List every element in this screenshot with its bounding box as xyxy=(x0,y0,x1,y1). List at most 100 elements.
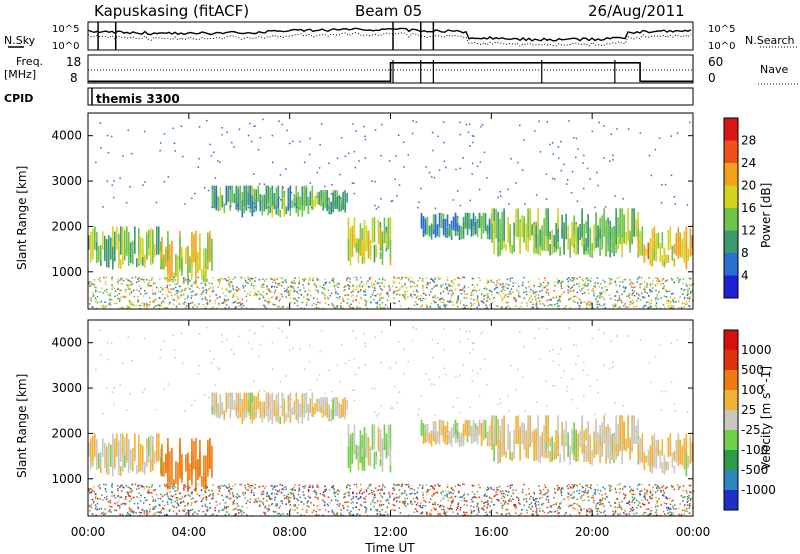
velocity-scatter-mark xyxy=(279,513,282,516)
power-echo-mark xyxy=(464,212,467,229)
velocity-echo-mark xyxy=(165,453,167,474)
velocity-scatter-mark xyxy=(689,512,691,515)
velocity-scatter-mark xyxy=(420,506,422,509)
velocity-scatter-mark xyxy=(444,513,446,515)
power-echo-mark xyxy=(197,251,199,272)
power-scatter-mark xyxy=(331,303,334,306)
velocity-scatter-mark xyxy=(396,500,398,502)
velocity-scatter-mark xyxy=(138,484,140,486)
velocity-scatter-mark xyxy=(393,489,395,491)
velocity-scatter-mark xyxy=(365,508,368,510)
power-sparse-mark xyxy=(253,125,256,127)
velocity-echo-mark xyxy=(173,479,175,488)
velocity-scatter-mark xyxy=(247,485,250,488)
velocity-scatter-mark xyxy=(579,512,581,515)
velocity-scatter-mark xyxy=(383,492,385,495)
noise-panel-frame xyxy=(87,21,694,51)
power-scatter-mark xyxy=(316,289,319,292)
velocity-scatter-mark xyxy=(189,495,191,497)
velocity-scatter-mark xyxy=(273,498,276,501)
velocity-scatter-mark xyxy=(636,485,639,487)
velocity-scatter-mark xyxy=(104,513,106,515)
velocity-scatter-mark xyxy=(414,501,416,503)
power-scatter-mark xyxy=(663,288,665,290)
power-scatter-mark xyxy=(306,302,308,304)
velocity-scatter-mark xyxy=(447,499,450,502)
power-echo-mark xyxy=(161,259,163,270)
power-scatter-mark xyxy=(541,297,543,299)
velocity-scatter-mark xyxy=(470,505,472,507)
velocity-scatter-mark xyxy=(533,499,535,501)
velocity-scatter-mark xyxy=(214,507,216,509)
power-scatter-mark xyxy=(393,291,395,294)
power-scatter-mark xyxy=(134,276,137,279)
power-echo-mark xyxy=(191,247,193,278)
velocity-scatter-mark xyxy=(123,502,126,505)
power-echo-mark xyxy=(271,185,274,206)
power-scatter-mark xyxy=(379,306,382,308)
power-sparse-mark xyxy=(428,171,431,174)
power-scatter-mark xyxy=(644,291,647,294)
velocity-echo-mark xyxy=(601,422,603,451)
velocity-scatter-mark xyxy=(648,484,651,486)
velocity-echo-mark xyxy=(557,415,559,450)
velocity-scatter-mark xyxy=(321,493,324,496)
power-scatter-mark xyxy=(387,293,389,296)
velocity-scatter-mark xyxy=(639,502,641,504)
velocity-scatter-mark xyxy=(264,506,266,509)
power-echo-mark xyxy=(547,208,549,240)
power-scatter-mark xyxy=(268,297,270,300)
power-scatter-mark xyxy=(666,290,669,293)
velocity-scatter-mark xyxy=(91,489,94,492)
power-scatter-mark xyxy=(450,300,453,303)
power-echo-mark xyxy=(110,237,112,260)
velocity-scatter-mark xyxy=(573,508,576,510)
velocity-scatter-mark xyxy=(547,499,550,501)
velocity-scatter-mark xyxy=(355,506,357,508)
velocity-scatter-mark xyxy=(439,484,441,487)
velocity-scatter-mark xyxy=(330,486,333,489)
power-sparse-mark xyxy=(364,157,367,159)
power-scatter-mark xyxy=(519,296,521,298)
velocity-echo-mark xyxy=(375,456,378,464)
power-scatter-mark xyxy=(359,307,361,309)
power-scatter-mark xyxy=(624,289,626,292)
velocity-scatter-mark xyxy=(190,498,193,500)
power-sparse-mark xyxy=(106,180,109,182)
power-scatter-mark xyxy=(258,298,261,300)
power-scatter-mark xyxy=(235,306,237,308)
power-scatter-mark xyxy=(568,286,570,288)
power-scatter-mark xyxy=(534,291,537,293)
velocity-scatter-mark xyxy=(239,495,241,498)
velocity-echo-mark xyxy=(88,442,90,457)
velocity-scatter-mark xyxy=(167,486,169,488)
power-scatter-mark xyxy=(420,305,422,308)
power-scatter-mark xyxy=(616,277,619,280)
power-scatter-mark xyxy=(396,289,398,292)
power-sparse-mark xyxy=(310,206,313,209)
velocity-scatter-mark xyxy=(437,511,439,513)
power-echo-mark xyxy=(480,216,483,239)
power-scatter-mark xyxy=(352,284,354,286)
power-scatter-mark xyxy=(463,290,466,292)
velocity-echo-mark xyxy=(615,436,617,452)
power-echo-mark xyxy=(297,192,300,217)
power-scatter-mark xyxy=(319,285,322,288)
velocity-scatter-mark xyxy=(184,495,186,497)
velocity-scatter-mark xyxy=(325,488,328,491)
power-scatter-mark xyxy=(302,284,304,286)
power-scatter-mark xyxy=(690,284,692,287)
power-scatter-mark xyxy=(478,289,481,292)
power-scatter-mark xyxy=(643,304,646,307)
power-scatter-mark xyxy=(138,277,140,279)
power-scatter-mark xyxy=(147,283,149,286)
velocity-scatter-mark xyxy=(122,502,124,505)
power-scatter-mark xyxy=(149,284,152,287)
velocity-scatter-mark xyxy=(233,500,236,502)
velocity-scatter-mark xyxy=(523,504,526,507)
power-scatter-mark xyxy=(125,296,127,298)
power-scatter-mark xyxy=(287,286,290,289)
power-scatter-mark xyxy=(534,295,536,298)
velocity-scatter-mark xyxy=(547,488,549,491)
power-sparse-mark xyxy=(327,207,330,209)
